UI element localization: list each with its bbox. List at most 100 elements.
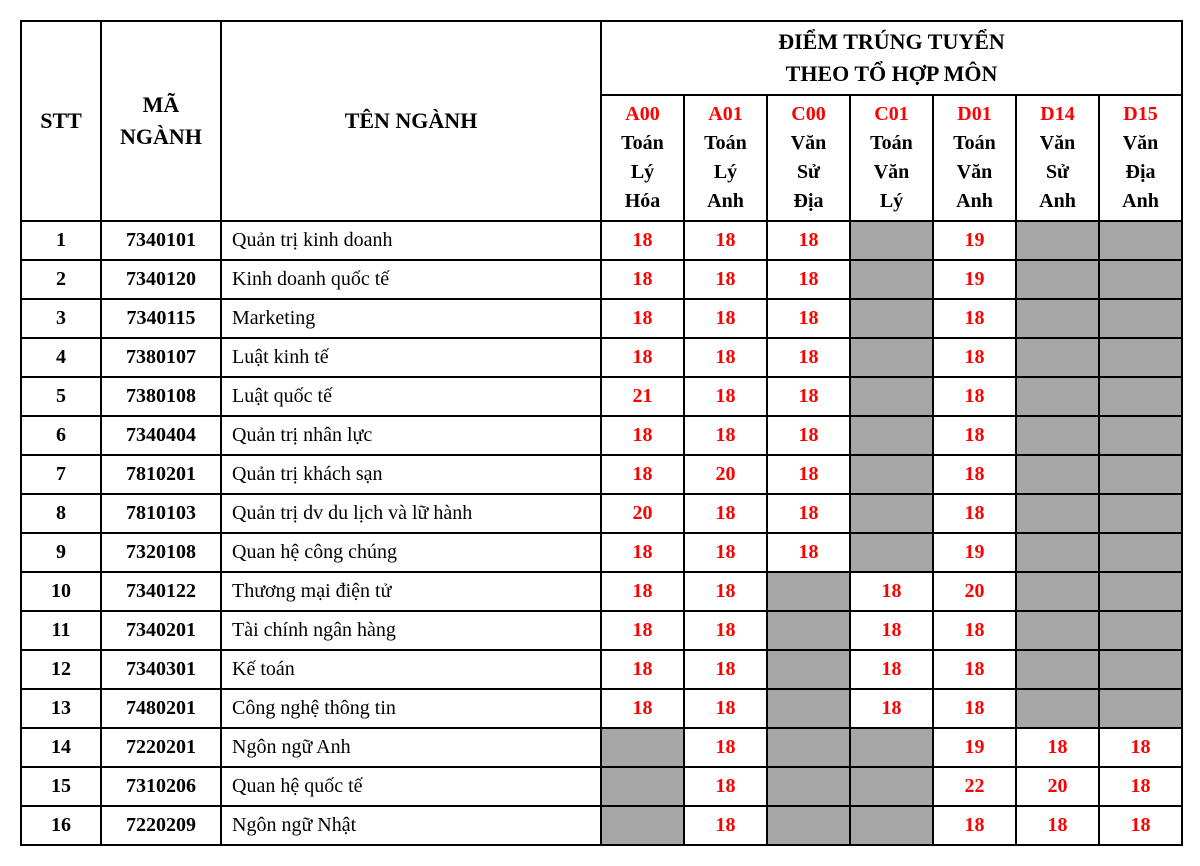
cell-score: 18 bbox=[933, 689, 1016, 728]
cell-code: 7320108 bbox=[101, 533, 221, 572]
cell-score: 18 bbox=[850, 611, 933, 650]
cell-score bbox=[1016, 572, 1099, 611]
combo-subject: Toán bbox=[691, 129, 760, 158]
cell-score bbox=[767, 572, 850, 611]
cell-score: 18 bbox=[684, 299, 767, 338]
cell-name: Quan hệ công chúng bbox=[221, 533, 601, 572]
cell-score: 18 bbox=[767, 377, 850, 416]
cell-name: Marketing bbox=[221, 299, 601, 338]
cell-name: Ngôn ngữ Anh bbox=[221, 728, 601, 767]
cell-code: 7340120 bbox=[101, 260, 221, 299]
cell-score: 18 bbox=[601, 455, 684, 494]
combo-subject: Hóa bbox=[608, 187, 677, 216]
cell-score bbox=[1099, 377, 1182, 416]
cell-score: 18 bbox=[767, 221, 850, 260]
combo-header-D14: D14VănSửAnh bbox=[1016, 95, 1099, 221]
cell-stt: 8 bbox=[21, 494, 101, 533]
cell-name: Luật kinh tế bbox=[221, 338, 601, 377]
cell-score: 18 bbox=[684, 338, 767, 377]
cell-score bbox=[1099, 494, 1182, 533]
cell-score bbox=[1099, 221, 1182, 260]
cell-score bbox=[850, 455, 933, 494]
cell-name: Quản trị khách sạn bbox=[221, 455, 601, 494]
cell-stt: 16 bbox=[21, 806, 101, 845]
table-row: 17340101Quản trị kinh doanh18181819 bbox=[21, 221, 1182, 260]
cell-score: 18 bbox=[684, 728, 767, 767]
cell-score: 18 bbox=[1099, 728, 1182, 767]
cell-score bbox=[1099, 650, 1182, 689]
combo-header-C00: C00VănSửĐịa bbox=[767, 95, 850, 221]
cell-code: 7340122 bbox=[101, 572, 221, 611]
cell-score bbox=[601, 767, 684, 806]
cell-stt: 6 bbox=[21, 416, 101, 455]
cell-score bbox=[601, 806, 684, 845]
cell-score: 18 bbox=[1016, 806, 1099, 845]
cell-score: 18 bbox=[767, 338, 850, 377]
combo-header-A01: A01ToánLýAnh bbox=[684, 95, 767, 221]
table-row: 27340120Kinh doanh quốc tế18181819 bbox=[21, 260, 1182, 299]
combo-code: A00 bbox=[608, 100, 677, 129]
cell-stt: 14 bbox=[21, 728, 101, 767]
cell-score bbox=[767, 806, 850, 845]
cell-score bbox=[1099, 338, 1182, 377]
cell-score bbox=[1016, 377, 1099, 416]
cell-score bbox=[1099, 533, 1182, 572]
table-row: 77810201Quản trị khách sạn18201818 bbox=[21, 455, 1182, 494]
table-row: 107340122Thương mại điện tử18181820 bbox=[21, 572, 1182, 611]
cell-score: 18 bbox=[767, 416, 850, 455]
cell-score bbox=[1016, 455, 1099, 494]
cell-stt: 4 bbox=[21, 338, 101, 377]
cell-score bbox=[1016, 299, 1099, 338]
cell-score: 18 bbox=[601, 416, 684, 455]
cell-name: Quản trị dv du lịch và lữ hành bbox=[221, 494, 601, 533]
cell-score: 18 bbox=[601, 611, 684, 650]
admission-scores-table: STT MÃ NGÀNH TÊN NGÀNH ĐIỂM TRÚNG TUYỂN … bbox=[20, 20, 1183, 846]
table-body: 17340101Quản trị kinh doanh1818181927340… bbox=[21, 221, 1182, 845]
cell-name: Kế toán bbox=[221, 650, 601, 689]
cell-name: Quản trị kinh doanh bbox=[221, 221, 601, 260]
cell-score: 18 bbox=[601, 689, 684, 728]
cell-code: 7810201 bbox=[101, 455, 221, 494]
cell-stt: 5 bbox=[21, 377, 101, 416]
cell-score: 19 bbox=[933, 533, 1016, 572]
cell-score: 18 bbox=[933, 416, 1016, 455]
cell-score: 19 bbox=[933, 728, 1016, 767]
group-title-line2: THEO TỔ HỢP MÔN bbox=[786, 61, 998, 86]
combo-code: C00 bbox=[774, 100, 843, 129]
cell-score bbox=[601, 728, 684, 767]
cell-score: 18 bbox=[1016, 728, 1099, 767]
cell-name: Thương mại điện tử bbox=[221, 572, 601, 611]
table-row: 117340201Tài chính ngân hàng18181818 bbox=[21, 611, 1182, 650]
cell-name: Quan hệ quốc tế bbox=[221, 767, 601, 806]
combo-subject: Anh bbox=[1106, 187, 1175, 216]
combo-subject: Lý bbox=[691, 158, 760, 187]
cell-score bbox=[767, 689, 850, 728]
cell-score bbox=[850, 416, 933, 455]
table-row: 57380108Luật quốc tế21181818 bbox=[21, 377, 1182, 416]
cell-code: 7340301 bbox=[101, 650, 221, 689]
cell-score: 18 bbox=[1099, 767, 1182, 806]
combo-subject: Sử bbox=[1023, 158, 1092, 187]
cell-stt: 13 bbox=[21, 689, 101, 728]
cell-score: 18 bbox=[1099, 806, 1182, 845]
combo-subject: Văn bbox=[857, 158, 926, 187]
cell-score bbox=[850, 338, 933, 377]
combo-code: A01 bbox=[691, 100, 760, 129]
cell-score: 18 bbox=[684, 767, 767, 806]
cell-score bbox=[850, 299, 933, 338]
table-row: 87810103Quản trị dv du lịch và lữ hành20… bbox=[21, 494, 1182, 533]
cell-score: 20 bbox=[1016, 767, 1099, 806]
cell-score bbox=[1099, 416, 1182, 455]
cell-code: 7340404 bbox=[101, 416, 221, 455]
cell-score bbox=[1016, 221, 1099, 260]
cell-score: 18 bbox=[684, 650, 767, 689]
cell-code: 7380108 bbox=[101, 377, 221, 416]
cell-score: 18 bbox=[767, 494, 850, 533]
cell-code: 7310206 bbox=[101, 767, 221, 806]
cell-score bbox=[767, 611, 850, 650]
combo-subject: Lý bbox=[857, 187, 926, 216]
cell-score: 18 bbox=[767, 455, 850, 494]
cell-score: 18 bbox=[684, 533, 767, 572]
combo-subject: Văn bbox=[1106, 129, 1175, 158]
combo-subject: Toán bbox=[940, 129, 1009, 158]
